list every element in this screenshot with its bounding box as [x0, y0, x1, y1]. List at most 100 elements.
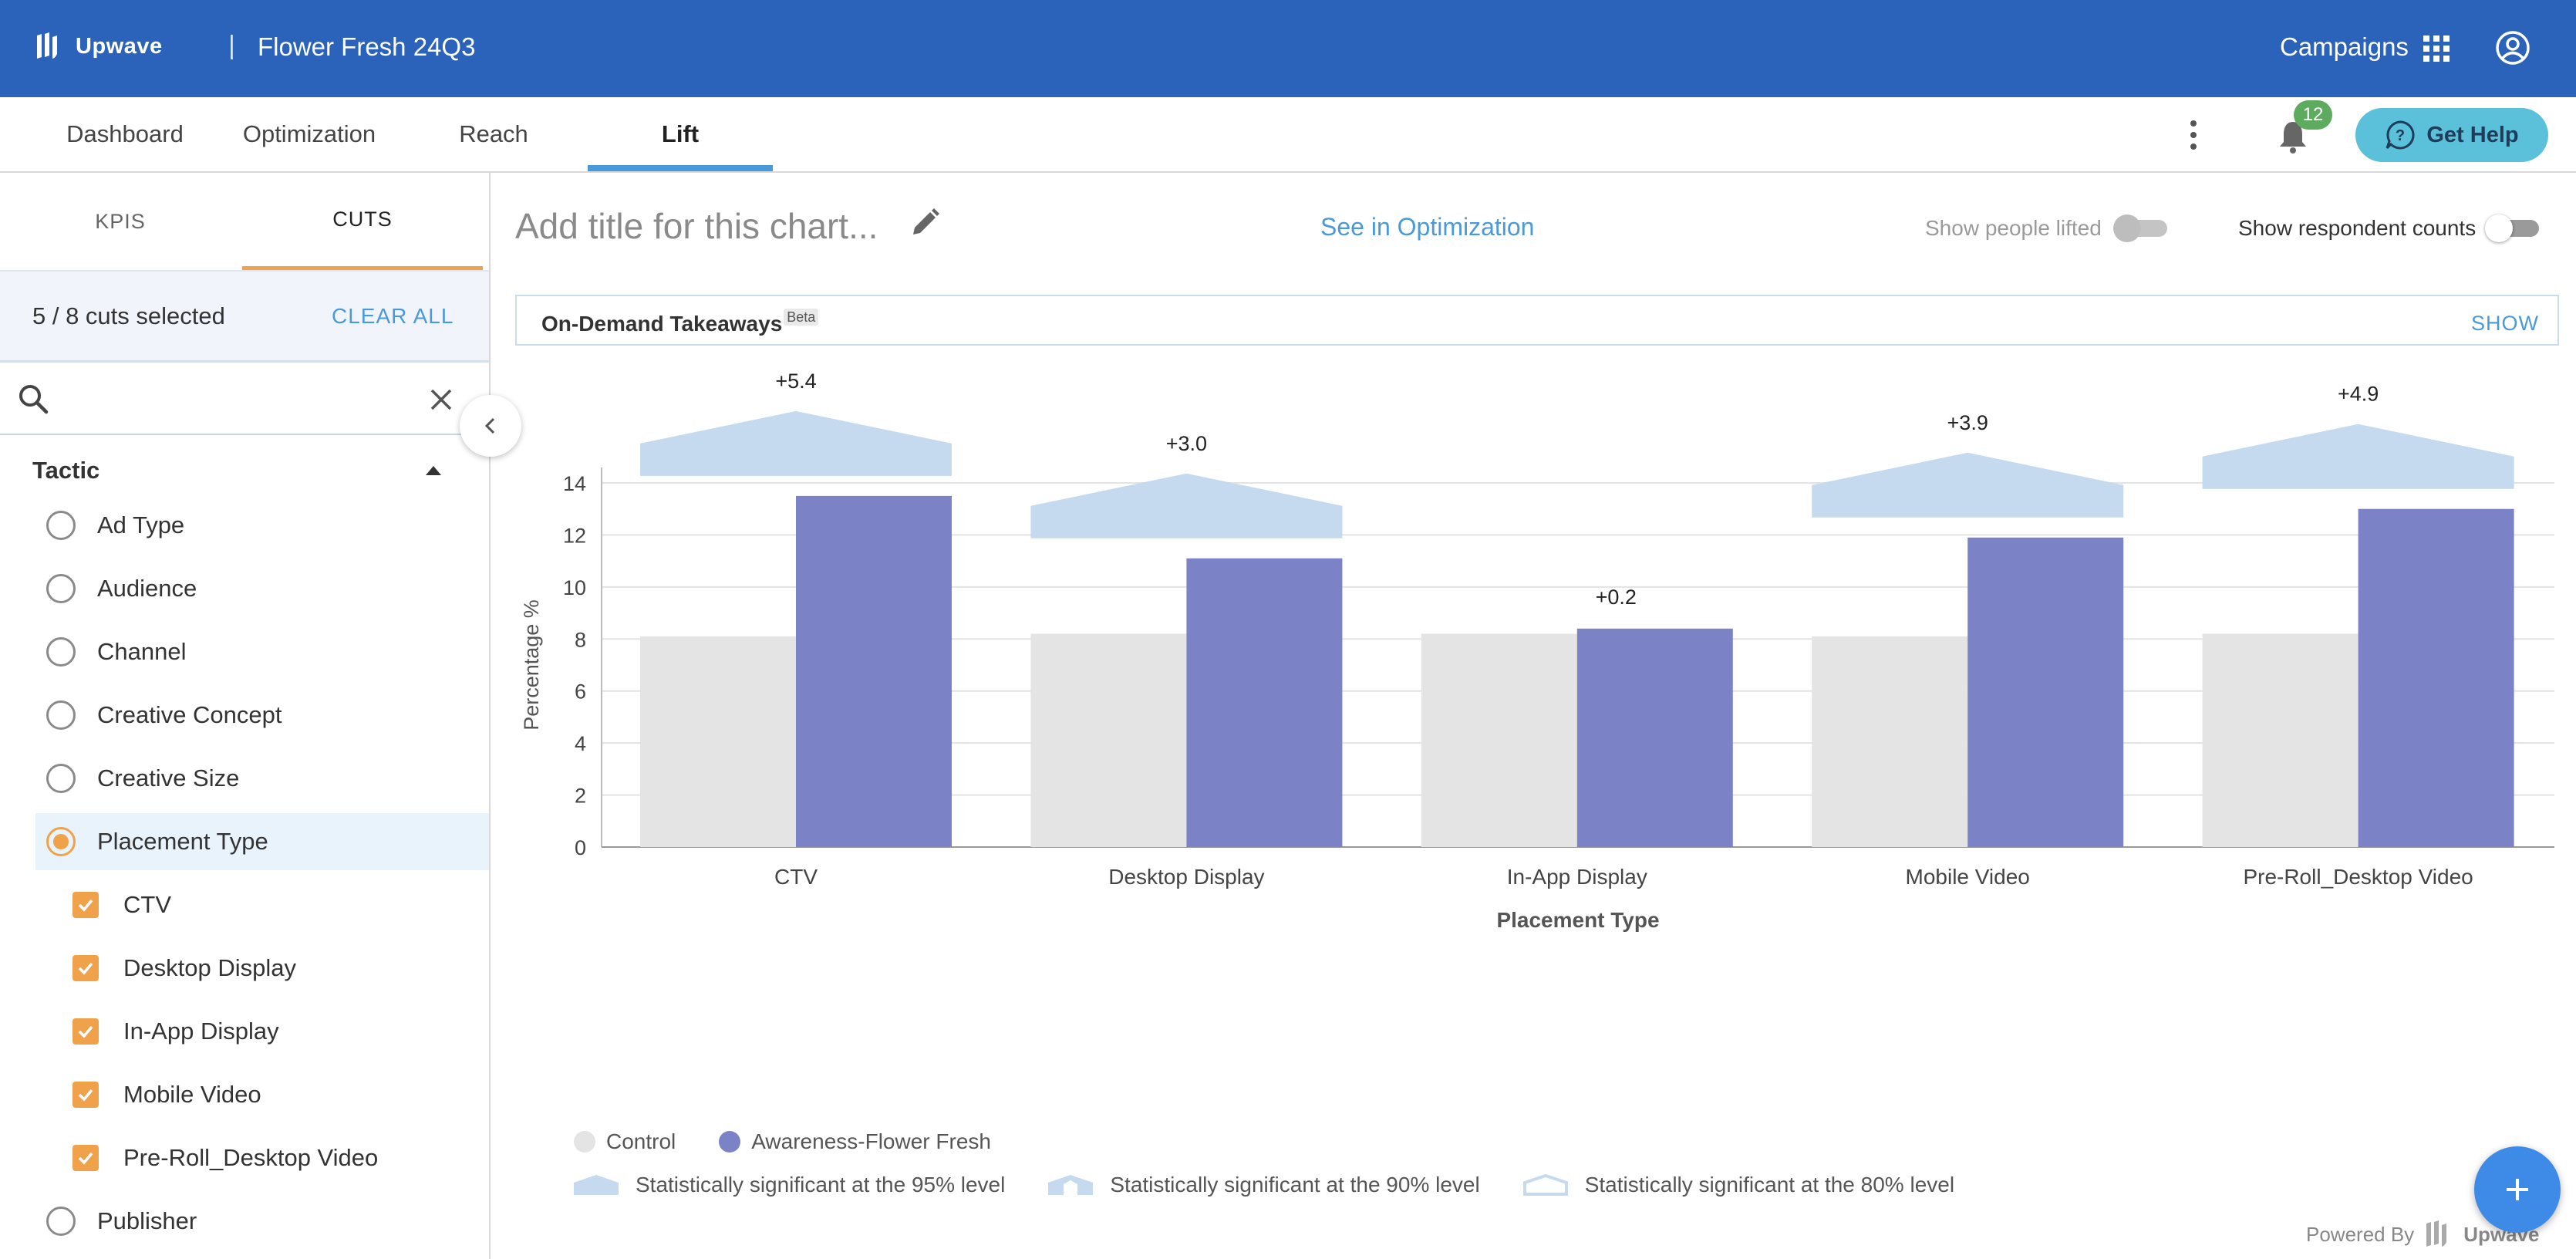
- cut-value-mobile-video[interactable]: Mobile Video: [35, 1066, 489, 1123]
- cut-label: Placement Type: [97, 828, 268, 855]
- y-axis-label: Percentage %: [520, 599, 543, 731]
- search-input[interactable]: [62, 380, 416, 420]
- upwave-logo[interactable]: Upwave: [34, 31, 163, 62]
- x-tick-label: In-App Display: [1507, 865, 1647, 889]
- cut-label: Pre-Roll_Desktop Video: [123, 1144, 379, 1171]
- cut-label: Desktop Display: [123, 954, 296, 981]
- y-tick-label: 2: [575, 785, 586, 808]
- cut-value-pre-roll-desktop-video[interactable]: Pre-Roll_Desktop Video: [35, 1129, 489, 1186]
- more-options-icon[interactable]: [2184, 117, 2203, 153]
- show-people-lifted-toggle[interactable]: [2113, 214, 2167, 242]
- legend-control-label: Control: [606, 1129, 676, 1153]
- cut-label: Publisher: [97, 1207, 197, 1234]
- sidebar-tab-kpis[interactable]: KPIS: [95, 209, 146, 233]
- cut-label: CTV: [123, 891, 171, 918]
- collapse-sidebar-button[interactable]: [460, 395, 521, 457]
- help-question-icon: ?: [2385, 120, 2415, 150]
- bar-exposed: [1967, 537, 2124, 847]
- lift-significance-band: [1812, 452, 2124, 518]
- add-fab-button[interactable]: [2474, 1146, 2561, 1233]
- search-icon: [19, 385, 49, 414]
- checkmark-icon: [78, 899, 93, 912]
- selection-summary: 5 / 8 cuts selected CLEAR ALL: [0, 270, 489, 363]
- cut-option-channel[interactable]: Channel: [35, 623, 489, 680]
- x-tick-label: Mobile Video: [1906, 865, 2030, 889]
- radio-button[interactable]: [46, 574, 76, 603]
- radio-button[interactable]: [46, 764, 76, 793]
- x-tick-label: Desktop Display: [1108, 865, 1264, 889]
- beta-badge: Beta: [784, 309, 819, 326]
- legend-sig90-label: Statistically significant at the 90% lev…: [1110, 1173, 1480, 1197]
- account-icon[interactable]: [2494, 29, 2531, 66]
- main-nav: Dashboard Optimization Reach Lift ? Get …: [0, 97, 2576, 173]
- radio-button[interactable]: [46, 1207, 76, 1236]
- cut-option-ad-type[interactable]: Ad Type: [35, 497, 489, 554]
- bar-control: [2202, 633, 2359, 847]
- show-takeaways-button[interactable]: SHOW: [2471, 312, 2539, 335]
- notification-count-badge: 12: [2294, 100, 2332, 130]
- cut-value-desktop-display[interactable]: Desktop Display: [35, 940, 489, 997]
- show-respondent-counts-toggle[interactable]: [2485, 214, 2539, 242]
- y-tick-label: 8: [575, 628, 586, 651]
- checkmark-icon: [78, 1089, 93, 1102]
- sig-90-icon: [1048, 1175, 1094, 1195]
- see-in-optimization-link[interactable]: See in Optimization: [1320, 213, 1535, 241]
- radio-button[interactable]: [46, 700, 76, 730]
- tab-lift[interactable]: Lift: [588, 97, 773, 171]
- legend-exposed-label: Awareness-Flower Fresh: [751, 1129, 991, 1153]
- tab-reach[interactable]: Reach: [459, 120, 528, 147]
- upwave-logo-small-icon: [2426, 1220, 2447, 1247]
- legend-sig80-label: Statistically significant at the 80% lev…: [1584, 1173, 1955, 1197]
- logo-text: Upwave: [76, 33, 163, 59]
- collapse-group-caret-icon[interactable]: [426, 466, 441, 475]
- bar-exposed: [2358, 508, 2514, 847]
- cut-label: Creative Concept: [97, 701, 282, 728]
- cut-option-creative-concept[interactable]: Creative Concept: [35, 687, 489, 744]
- cut-label: Creative Size: [97, 765, 240, 792]
- top-header: Upwave | Flower Fresh 24Q3 Campaigns: [0, 0, 2576, 97]
- x-axis-label: Placement Type: [1496, 908, 1659, 932]
- apps-grid-icon[interactable]: [2422, 34, 2451, 63]
- radio-button-selected[interactable]: [46, 827, 76, 856]
- lift-label: +0.2: [1596, 586, 1637, 609]
- x-tick-label: CTV: [774, 865, 818, 889]
- cut-option-audience[interactable]: Audience: [35, 560, 489, 617]
- radio-button[interactable]: [46, 511, 76, 540]
- project-title[interactable]: Flower Fresh 24Q3: [258, 32, 476, 61]
- campaigns-link[interactable]: Campaigns: [2280, 32, 2409, 61]
- checkbox-checked[interactable]: [72, 892, 99, 918]
- y-tick-label: 0: [575, 836, 586, 859]
- radio-button[interactable]: [46, 637, 76, 667]
- get-help-button[interactable]: ? Get Help: [2355, 108, 2548, 162]
- checkbox-checked[interactable]: [72, 955, 99, 981]
- edit-pencil-icon[interactable]: [909, 207, 941, 239]
- cuts-search[interactable]: [0, 364, 489, 435]
- checkbox-checked[interactable]: [72, 1018, 99, 1045]
- cut-option-creative-size[interactable]: Creative Size: [35, 750, 489, 807]
- checkbox-checked[interactable]: [72, 1145, 99, 1171]
- cut-value-ctv[interactable]: CTV: [35, 876, 489, 933]
- get-help-label: Get Help: [2426, 122, 2519, 147]
- legend-series: Control Awareness-Flower Fresh: [574, 1129, 991, 1154]
- legend-sig95-label: Statistically significant at the 95% lev…: [636, 1173, 1006, 1197]
- selected-count-text: 5 / 8 cuts selected: [32, 302, 225, 329]
- cut-value-in-app-display[interactable]: In-App Display: [35, 1003, 489, 1060]
- sidebar-tab-cuts[interactable]: CUTS: [242, 173, 483, 270]
- x-tick-label: Pre-Roll_Desktop Video: [2243, 865, 2473, 889]
- bar-exposed: [796, 495, 952, 847]
- notifications-bell-icon[interactable]: [2277, 119, 2309, 154]
- checkbox-checked[interactable]: [72, 1082, 99, 1108]
- bar-exposed: [1186, 558, 1343, 847]
- sidebar-tabs: KPIS CUTS: [0, 173, 489, 270]
- clear-search-icon[interactable]: [427, 386, 455, 413]
- tab-dashboard[interactable]: Dashboard: [66, 120, 184, 147]
- cut-option-placement-type[interactable]: Placement Type: [35, 813, 489, 870]
- sig-80-icon: [1522, 1173, 1568, 1196]
- cut-option-publisher[interactable]: Publisher: [35, 1193, 489, 1250]
- chart-title-input[interactable]: Add title for this chart...: [515, 206, 878, 246]
- lift-significance-band: [2202, 424, 2514, 489]
- bar-exposed: [1576, 628, 1733, 847]
- lift-label: +5.4: [775, 370, 816, 393]
- clear-all-button[interactable]: CLEAR ALL: [332, 304, 454, 328]
- tab-optimization[interactable]: Optimization: [242, 120, 376, 147]
